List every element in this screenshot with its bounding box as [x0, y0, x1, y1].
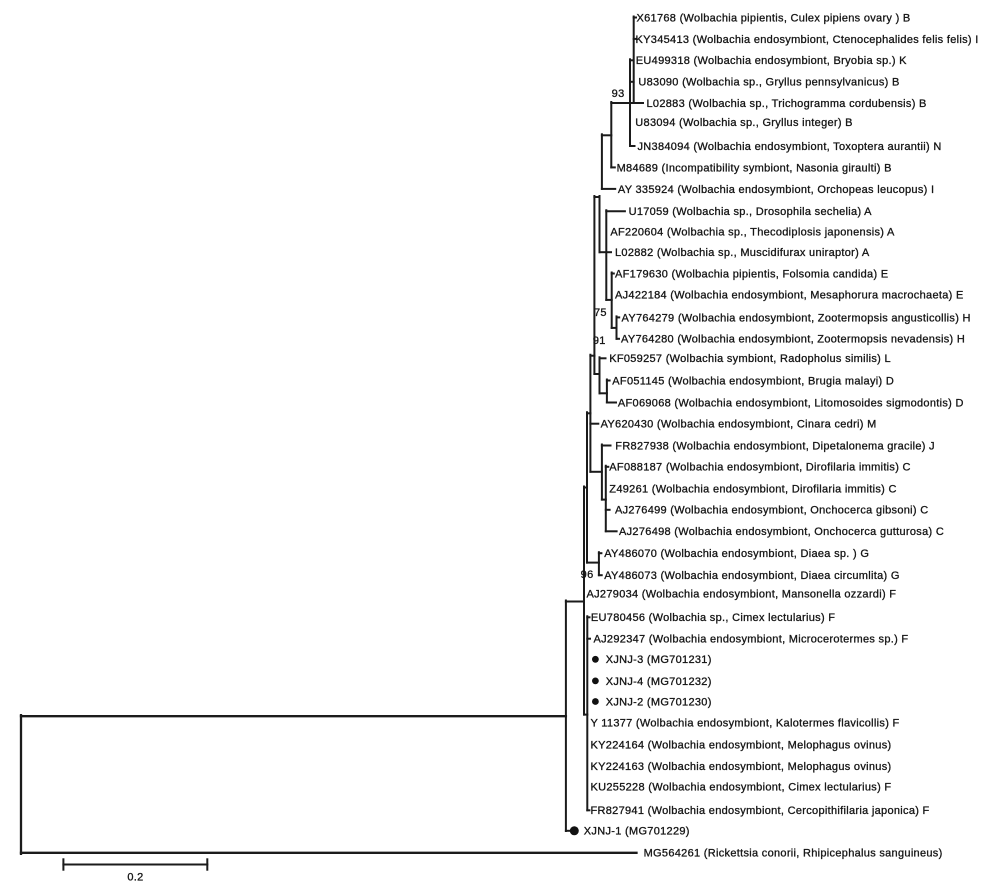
svg-text:AY 335924 (Wolbachia endosymbi: AY 335924 (Wolbachia endosymbiont, Orcho…: [618, 184, 934, 196]
svg-text:XJNJ-2 (MG701230): XJNJ-2 (MG701230): [606, 696, 712, 708]
svg-text:AF179630 (Wolbachia pipientis,: AF179630 (Wolbachia pipientis, Folsomia …: [615, 268, 888, 280]
svg-text:KY224164 (Wolbachia endosymbio: KY224164 (Wolbachia endosymbiont, Meloph…: [591, 739, 892, 751]
svg-text:96: 96: [581, 569, 594, 581]
svg-text:KY224163 (Wolbachia endosymbio: KY224163 (Wolbachia endosymbiont, Meloph…: [591, 761, 892, 773]
svg-text:EU499318 (Wolbachia endosymbio: EU499318 (Wolbachia endosymbiont, Bryobi…: [636, 55, 907, 67]
svg-text:U83090 (Wolbachia sp., Gryllus: U83090 (Wolbachia sp., Gryllus pennsylva…: [638, 77, 899, 89]
svg-text:AY486070 (Wolbachia endosymbio: AY486070 (Wolbachia endosymbiont, Diaea …: [604, 548, 869, 560]
svg-text:KY345413 (Wolbachia endosymbio: KY345413 (Wolbachia endosymbiont, Ctenoc…: [636, 34, 979, 46]
svg-text:AY620430 (Wolbachia endosymbio: AY620430 (Wolbachia endosymbiont, Cinara…: [601, 419, 877, 431]
svg-text:Z49261 (Wolbachia endosymbiont: Z49261 (Wolbachia endosymbiont, Dirofila…: [609, 483, 896, 495]
svg-text:XJNJ-4 (MG701232): XJNJ-4 (MG701232): [606, 676, 712, 688]
svg-text:XJNJ-1 (MG701229): XJNJ-1 (MG701229): [584, 826, 690, 838]
svg-text:91: 91: [593, 335, 606, 347]
svg-text:MG564261 (Rickettsia conorii,: MG564261 (Rickettsia conorii, Rhipicepha…: [644, 848, 943, 860]
svg-text:75: 75: [594, 307, 607, 319]
svg-text:Y 11377 (Wolbachia endosymbion: Y 11377 (Wolbachia endosymbiont, Kaloter…: [591, 717, 900, 729]
svg-text:U17059 (Wolbachia sp., Drosoph: U17059 (Wolbachia sp., Drosophila sechel…: [629, 206, 873, 218]
svg-text:L02882 (Wolbachia sp., Muscidi: L02882 (Wolbachia sp., Muscidifurax unir…: [615, 247, 870, 259]
svg-text:AY486073 (Wolbachia endosymbio: AY486073 (Wolbachia endosymbiont, Diaea …: [604, 570, 900, 582]
svg-text:AF220604 (Wolbachia sp., Theco: AF220604 (Wolbachia sp., Thecodiplosis j…: [610, 226, 895, 238]
svg-text:L02883 (Wolbachia sp., Trichog: L02883 (Wolbachia sp., Trichogramma cord…: [647, 98, 927, 110]
svg-text:FR827938 (Wolbachia endosymbio: FR827938 (Wolbachia endosymbiont, Dipeta…: [615, 440, 935, 452]
svg-text:AJ276499 (Wolbachia endosymbio: AJ276499 (Wolbachia endosymbiont, Onchoc…: [615, 505, 928, 517]
svg-text:AF051145 (Wolbachia endosymbio: AF051145 (Wolbachia endosymbiont, Brugia…: [612, 375, 894, 387]
svg-text:KF059257 (Wolbachia symbiont,: KF059257 (Wolbachia symbiont, Radopholus…: [609, 353, 891, 365]
svg-text:AF088187 (Wolbachia endosymbio: AF088187 (Wolbachia endosymbiont, Dirofi…: [609, 462, 910, 474]
svg-text:AF069068 (Wolbachia endosymbio: AF069068 (Wolbachia endosymbiont, Litomo…: [618, 397, 964, 409]
svg-text:AJ422184 (Wolbachia endosymbio: AJ422184 (Wolbachia endosymbiont, Mesaph…: [615, 289, 964, 301]
svg-text:M84689 (Incompatibility symbio: M84689 (Incompatibility symbiont, Nasoni…: [617, 162, 892, 174]
svg-text:AJ292347 (Wolbachia endosymbio: AJ292347 (Wolbachia endosymbiont, Microc…: [594, 634, 909, 646]
svg-text:EU780456 (Wolbachia sp., Cimex: EU780456 (Wolbachia sp., Cimex lectulari…: [591, 612, 835, 624]
svg-text:AY764280 (Wolbachia endosymbio: AY764280 (Wolbachia endosymbiont, Zooter…: [621, 334, 965, 346]
svg-text:0.2: 0.2: [127, 871, 143, 883]
svg-text:XJNJ-3 (MG701231): XJNJ-3 (MG701231): [606, 654, 712, 666]
svg-text:AY764279 (Wolbachia endosymbio: AY764279 (Wolbachia endosymbiont, Zooter…: [622, 312, 971, 324]
svg-text:KU255228 (Wolbachia endosymbio: KU255228 (Wolbachia endosymbiont, Cimex …: [591, 781, 892, 793]
svg-text:U83094 (Wolbachia sp., Gryllus: U83094 (Wolbachia sp., Gryllus integer) …: [635, 117, 853, 129]
svg-text:AJ279034 (Wolbachia endosymbio: AJ279034 (Wolbachia endosymbiont, Manson…: [587, 589, 897, 601]
svg-text:X61768 (Wolbachia pipientis, C: X61768 (Wolbachia pipientis, Culex pipie…: [637, 12, 911, 24]
svg-text:FR827941 (Wolbachia endosymbio: FR827941 (Wolbachia endosymbiont, Cercop…: [591, 805, 930, 817]
svg-text:93: 93: [612, 88, 625, 100]
svg-text:JN384094 (Wolbachia endosymbio: JN384094 (Wolbachia endosymbiont, Toxopt…: [638, 141, 942, 153]
svg-text:AJ276498 (Wolbachia endosymbio: AJ276498 (Wolbachia endosymbiont, Onchoc…: [619, 526, 944, 538]
